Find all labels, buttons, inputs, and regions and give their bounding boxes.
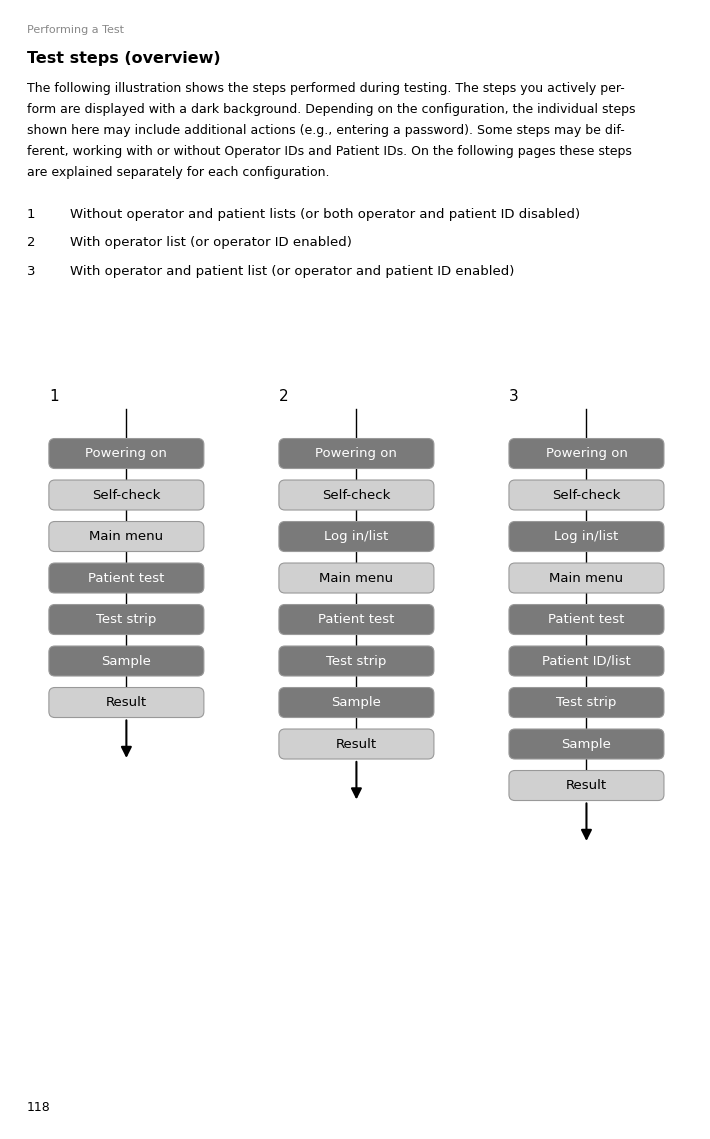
FancyBboxPatch shape xyxy=(509,439,664,468)
Text: ferent, working with or without Operator IDs and Patient IDs. On the following p: ferent, working with or without Operator… xyxy=(27,145,632,158)
FancyBboxPatch shape xyxy=(279,605,434,634)
FancyBboxPatch shape xyxy=(279,563,434,593)
FancyBboxPatch shape xyxy=(509,563,664,593)
Text: Test steps (overview): Test steps (overview) xyxy=(27,51,221,66)
Text: Main menu: Main menu xyxy=(550,572,623,584)
Text: 1: 1 xyxy=(49,390,58,404)
Text: Log in/list: Log in/list xyxy=(555,530,618,543)
Text: Powering on: Powering on xyxy=(85,446,168,460)
Text: Self-check: Self-check xyxy=(92,489,160,501)
Text: Self-check: Self-check xyxy=(552,489,621,501)
Text: Patient test: Patient test xyxy=(548,613,625,626)
FancyBboxPatch shape xyxy=(49,646,204,677)
Text: With operator and patient list (or operator and patient ID enabled): With operator and patient list (or opera… xyxy=(70,264,514,278)
FancyBboxPatch shape xyxy=(509,729,664,759)
FancyBboxPatch shape xyxy=(279,688,434,718)
Text: Powering on: Powering on xyxy=(545,446,628,460)
Text: Result: Result xyxy=(566,779,607,792)
Text: Patient test: Patient test xyxy=(88,572,165,584)
Text: Patient ID/list: Patient ID/list xyxy=(542,655,630,667)
FancyBboxPatch shape xyxy=(49,480,204,510)
FancyBboxPatch shape xyxy=(279,729,434,759)
FancyBboxPatch shape xyxy=(509,688,664,718)
FancyBboxPatch shape xyxy=(49,563,204,593)
FancyBboxPatch shape xyxy=(509,522,664,551)
FancyBboxPatch shape xyxy=(509,770,664,801)
FancyBboxPatch shape xyxy=(49,439,204,468)
Text: The following illustration shows the steps performed during testing. The steps y: The following illustration shows the ste… xyxy=(27,82,625,95)
Text: Test strip: Test strip xyxy=(556,696,617,708)
Text: With operator list (or operator ID enabled): With operator list (or operator ID enabl… xyxy=(70,236,351,249)
Text: Main menu: Main menu xyxy=(320,572,393,584)
Text: Sample: Sample xyxy=(562,738,611,751)
Text: 118: 118 xyxy=(27,1101,50,1114)
Text: Sample: Sample xyxy=(102,655,151,667)
Text: form are displayed with a dark background. Depending on the configuration, the i: form are displayed with a dark backgroun… xyxy=(27,103,635,116)
Text: Test strip: Test strip xyxy=(96,613,157,626)
Text: Log in/list: Log in/list xyxy=(324,530,388,543)
Text: Self-check: Self-check xyxy=(322,489,391,501)
Text: Powering on: Powering on xyxy=(315,446,398,460)
Text: Without operator and patient lists (or both operator and patient ID disabled): Without operator and patient lists (or b… xyxy=(70,207,579,221)
FancyBboxPatch shape xyxy=(509,480,664,510)
FancyBboxPatch shape xyxy=(279,522,434,551)
FancyBboxPatch shape xyxy=(49,688,204,718)
Text: 3: 3 xyxy=(27,264,36,278)
FancyBboxPatch shape xyxy=(279,439,434,468)
Text: shown here may include additional actions (e.g., entering a password). Some step: shown here may include additional action… xyxy=(27,124,625,137)
Text: Main menu: Main menu xyxy=(89,530,163,543)
Text: 1: 1 xyxy=(27,207,36,221)
Text: Performing a Test: Performing a Test xyxy=(27,25,124,35)
FancyBboxPatch shape xyxy=(509,646,664,677)
Text: Sample: Sample xyxy=(332,696,381,708)
Text: 3: 3 xyxy=(509,390,519,404)
Text: Result: Result xyxy=(106,696,147,708)
FancyBboxPatch shape xyxy=(509,605,664,634)
Text: are explained separately for each configuration.: are explained separately for each config… xyxy=(27,166,329,179)
Text: 2: 2 xyxy=(27,236,36,249)
FancyBboxPatch shape xyxy=(279,646,434,677)
Text: Result: Result xyxy=(336,738,377,751)
Text: Patient test: Patient test xyxy=(318,613,395,626)
Text: 2: 2 xyxy=(279,390,288,404)
FancyBboxPatch shape xyxy=(279,480,434,510)
FancyBboxPatch shape xyxy=(49,605,204,634)
FancyBboxPatch shape xyxy=(49,522,204,551)
Text: Test strip: Test strip xyxy=(326,655,387,667)
